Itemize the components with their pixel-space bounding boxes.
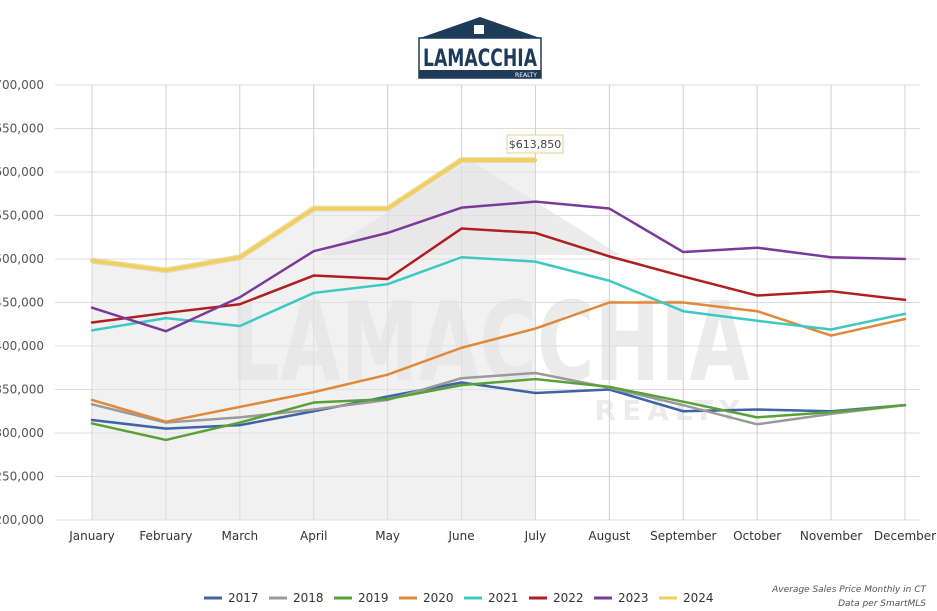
legend-label-2022: 2022 bbox=[553, 591, 584, 605]
x-tick-label: August bbox=[588, 529, 630, 543]
y-tick-label: $250,000 bbox=[0, 470, 44, 484]
x-tick-label: July bbox=[524, 529, 547, 543]
legend-label-2023: 2023 bbox=[618, 591, 649, 605]
x-tick-label: April bbox=[300, 529, 327, 543]
x-tick-label: September bbox=[650, 529, 716, 543]
legend-label-2021: 2021 bbox=[488, 591, 519, 605]
y-tick-label: $600,000 bbox=[0, 165, 44, 179]
legend-label-2020: 2020 bbox=[423, 591, 454, 605]
annotation-layer: $613,850 bbox=[506, 134, 564, 160]
series-line-2018 bbox=[90, 371, 907, 426]
x-tick-label: January bbox=[68, 529, 115, 543]
series-lines bbox=[90, 156, 907, 520]
series-line-2023 bbox=[90, 200, 907, 333]
legend-label-2019: 2019 bbox=[358, 591, 389, 605]
source-note-line-1: Average Sales Price Monthly in CT bbox=[771, 585, 927, 595]
logo-window-icon bbox=[474, 25, 484, 34]
annotation-label: $613,850 bbox=[509, 138, 562, 151]
annotation-box bbox=[506, 134, 564, 154]
x-axis: January February March April May June July Augu… bbox=[68, 529, 936, 543]
y-tick-label: $650,000 bbox=[0, 122, 44, 136]
y-tick-label: $550,000 bbox=[0, 209, 44, 223]
series-line-2022 bbox=[90, 227, 907, 324]
y-tick-label: $700,000 bbox=[0, 78, 44, 92]
y-tick-label: $200,000 bbox=[0, 513, 44, 527]
x-tick-label: October bbox=[733, 529, 781, 543]
series-line-2020 bbox=[90, 301, 907, 423]
series-2024-area bbox=[92, 159, 536, 520]
x-tick-label: November bbox=[800, 529, 862, 543]
series-line-2019 bbox=[90, 377, 907, 442]
legend-label-2017: 2017 bbox=[228, 591, 259, 605]
y-tick-label: $500,000 bbox=[0, 252, 44, 266]
legend: 2017 2018 2019 2020 2021 2022 2023 2024 bbox=[204, 591, 714, 605]
logo-sub-bar bbox=[419, 70, 541, 78]
x-tick-label: February bbox=[139, 529, 192, 543]
logo-sub-text: REALTY bbox=[515, 72, 537, 79]
y-tick-label: $350,000 bbox=[0, 383, 44, 397]
legend-label-2018: 2018 bbox=[293, 591, 324, 605]
x-tick-label: June bbox=[447, 529, 474, 543]
brand-logo: LAMACCHIA REALTY bbox=[418, 17, 542, 79]
series-line-2021 bbox=[90, 256, 907, 332]
x-tick-label: December bbox=[874, 529, 936, 543]
y-axis: $200,000 $250,000 $300,000 $350,000 $400,000… bbox=[0, 78, 44, 527]
series-line-2024 bbox=[90, 158, 538, 273]
y-tick-label: $300,000 bbox=[0, 426, 44, 440]
x-tick-label: May bbox=[375, 529, 400, 543]
y-tick-label: $450,000 bbox=[0, 296, 44, 310]
y-tick-label: $400,000 bbox=[0, 339, 44, 353]
x-tick-label: March bbox=[222, 529, 259, 543]
logo-brand-text: LAMACCHIA bbox=[423, 44, 537, 72]
source-note-line-2: Data per SmartMLS bbox=[838, 599, 926, 609]
legend-label-2024: 2024 bbox=[683, 591, 714, 605]
